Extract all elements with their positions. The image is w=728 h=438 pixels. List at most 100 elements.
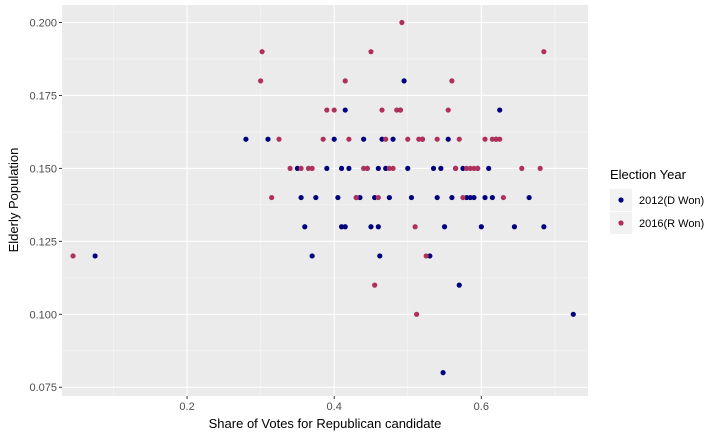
data-point [265, 136, 271, 142]
data-point [541, 49, 547, 55]
legend-label-2016: 2016(R Won) [639, 218, 704, 230]
data-point [338, 165, 345, 172]
y-tick-label: 0.125 [29, 236, 57, 248]
data-point [537, 165, 543, 172]
data-point [357, 194, 363, 201]
data-point [464, 165, 470, 172]
data-point [438, 165, 444, 172]
data-point [489, 136, 495, 142]
data-point [464, 194, 470, 201]
minor-grid [62, 5, 588, 396]
data-point [405, 136, 411, 142]
data-point [364, 165, 370, 172]
data-point [346, 136, 352, 142]
data-point [338, 224, 345, 230]
data-point [493, 136, 499, 142]
data-point [269, 194, 275, 201]
data-point [445, 136, 451, 142]
data-point [467, 194, 473, 201]
data-point [324, 165, 330, 172]
data-point [383, 165, 389, 172]
data-point [541, 224, 547, 230]
data-point [298, 194, 304, 201]
x-tick-label: 0.4 [327, 401, 342, 413]
data-point [460, 165, 466, 172]
data-point [489, 194, 495, 201]
data-point [379, 136, 385, 142]
x-tick-label: 0.2 [179, 401, 194, 413]
y-tick-label: 0.200 [29, 18, 57, 30]
data-point [302, 224, 308, 230]
data-point [390, 165, 396, 172]
data-point [390, 136, 396, 142]
y-tick-label: 0.075 [29, 382, 57, 394]
data-point [500, 194, 506, 201]
y-tick-label: 0.150 [29, 163, 57, 175]
data-point [342, 78, 348, 84]
data-point [368, 224, 374, 230]
data-point [386, 194, 392, 201]
data-point [342, 224, 348, 230]
series-2016-points [70, 19, 547, 317]
data-point [394, 107, 400, 113]
data-point [243, 136, 249, 142]
legend-title: Election Year [610, 167, 687, 182]
data-point [309, 165, 315, 172]
data-point [313, 194, 319, 201]
data-point [511, 224, 518, 230]
y-axis-title: Elderly Population [6, 148, 21, 253]
plot-panel [62, 5, 588, 396]
data-point [342, 107, 348, 113]
data-point [486, 165, 492, 172]
data-point [482, 194, 488, 201]
y-tick-label: 0.175 [29, 90, 57, 102]
data-point [441, 224, 448, 230]
data-point [375, 194, 381, 201]
data-point [287, 165, 293, 172]
data-point [405, 165, 411, 172]
data-point [412, 224, 418, 230]
data-point [372, 194, 378, 201]
data-point [399, 19, 405, 26]
data-point [427, 253, 433, 259]
data-point [526, 194, 532, 201]
x-axis: 0.2 0.4 0.6 [179, 396, 489, 413]
data-point [324, 107, 330, 113]
data-point [430, 165, 437, 172]
legend-dot-2012 [618, 197, 624, 203]
data-point [471, 165, 477, 172]
legend-label-2012: 2012(D Won) [639, 195, 704, 207]
data-point [482, 136, 488, 142]
data-point [456, 136, 462, 142]
data-point [497, 107, 503, 113]
data-point [471, 194, 477, 201]
data-point [408, 194, 415, 201]
data-point [361, 165, 367, 172]
data-point [475, 165, 481, 172]
data-point [449, 194, 455, 201]
data-point [361, 136, 367, 142]
data-point [383, 136, 389, 142]
x-tick-label: 0.6 [474, 401, 489, 413]
data-point [259, 49, 265, 55]
data-point [372, 282, 378, 288]
data-point [452, 165, 459, 172]
data-point [397, 107, 404, 113]
data-point [449, 78, 455, 84]
data-point [456, 282, 462, 288]
data-point [375, 224, 381, 230]
x-axis-title: Share of Votes for Republican candidate [209, 416, 442, 431]
data-point [298, 165, 304, 172]
data-point [445, 107, 451, 113]
data-point [346, 165, 352, 172]
legend-dot-2016 [618, 220, 624, 226]
data-point [478, 224, 484, 230]
data-point [92, 253, 98, 259]
data-point [434, 194, 440, 201]
data-point [434, 136, 440, 142]
data-point [331, 107, 337, 113]
data-point [258, 78, 264, 84]
data-point [309, 253, 315, 259]
data-point [375, 165, 381, 172]
